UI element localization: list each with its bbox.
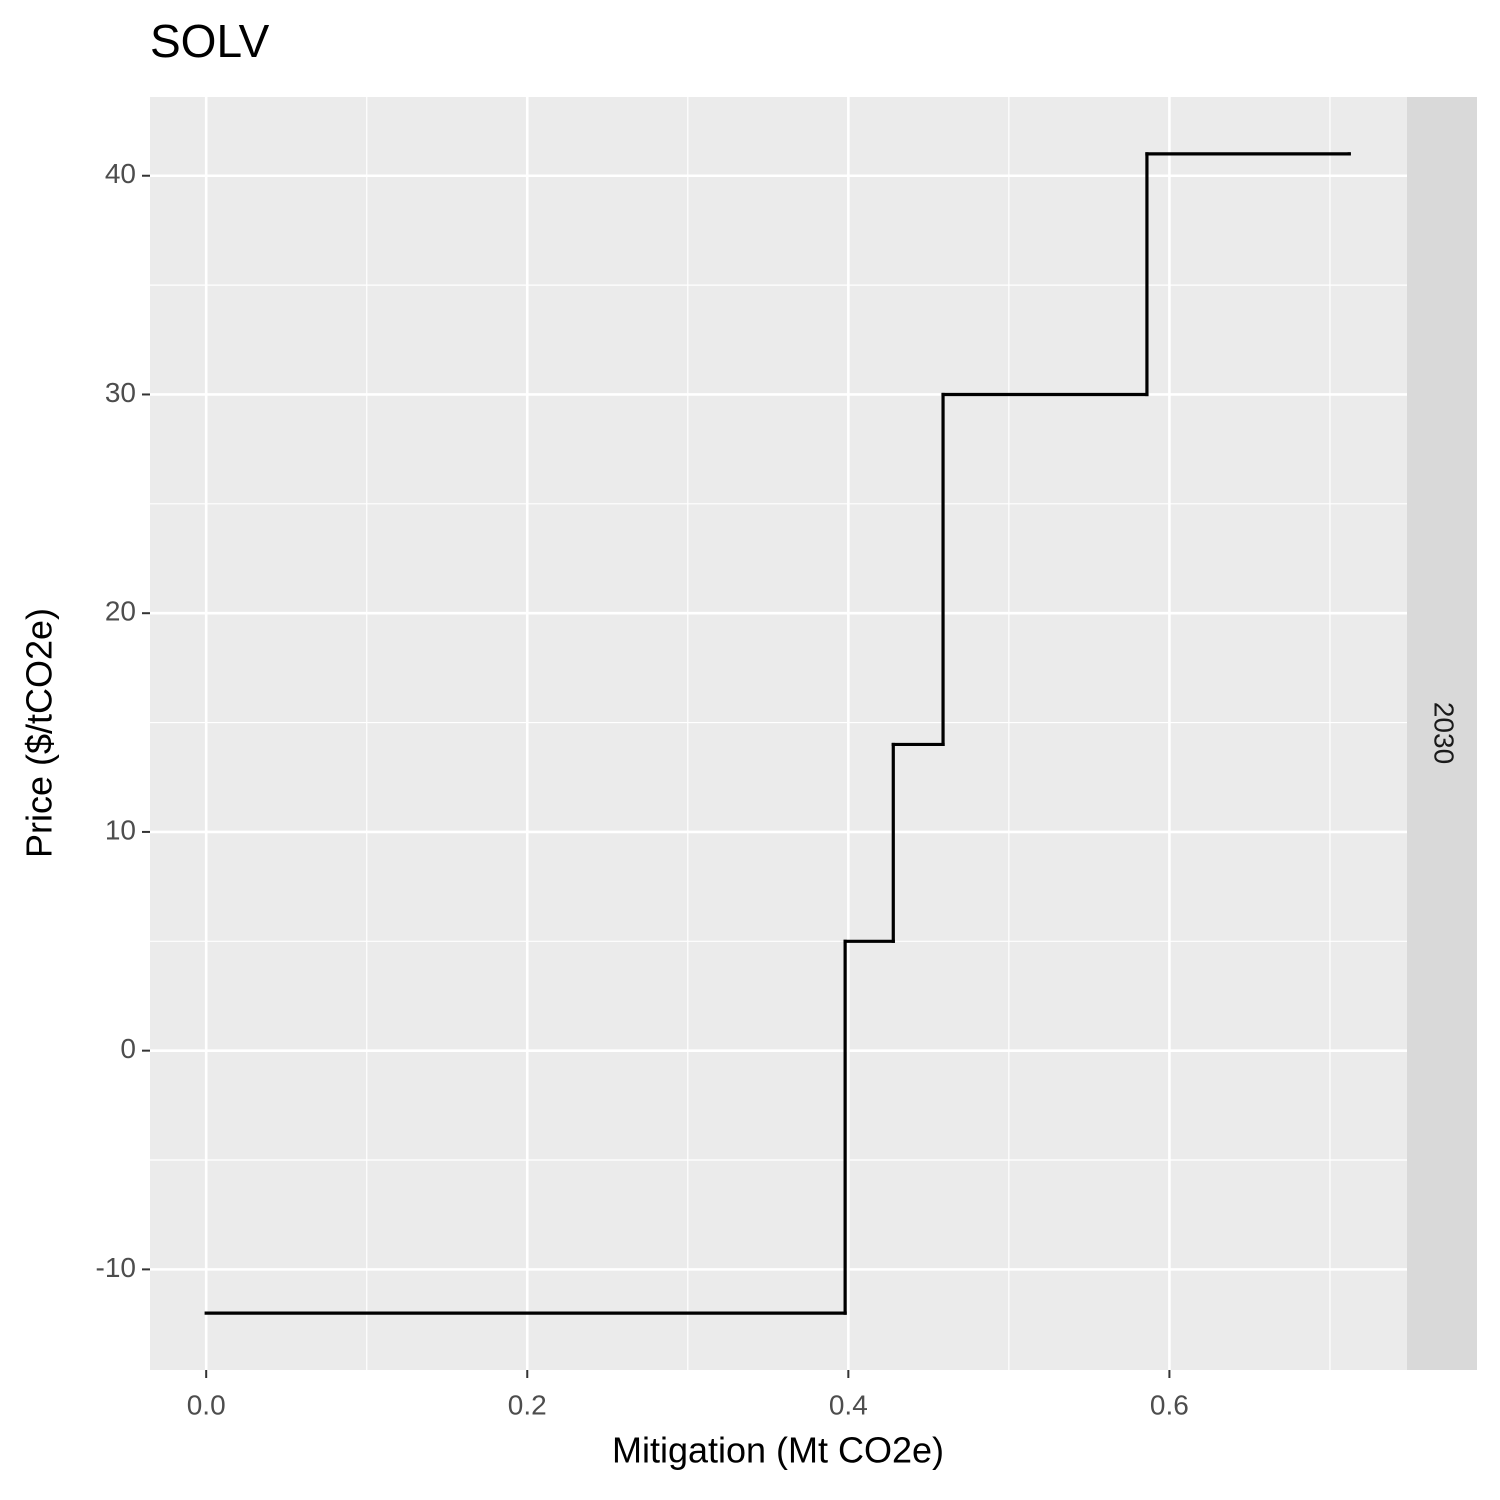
facet-label: 2030	[1429, 702, 1460, 764]
y-tick-label: 30	[105, 377, 136, 408]
y-tick-label: 10	[105, 814, 136, 845]
x-tick-label: 0.0	[187, 1389, 226, 1420]
y-tick-label: 40	[105, 158, 136, 189]
panel	[150, 97, 1407, 1370]
x-axis-label: Mitigation (Mt CO2e)	[612, 1430, 944, 1471]
y-tick-label: 20	[105, 596, 136, 627]
facet-strip	[1407, 97, 1477, 1370]
x-tick-label: 0.2	[508, 1389, 547, 1420]
chart-title: SOLV	[150, 15, 270, 67]
y-axis-label: Price ($/tCO2e)	[19, 608, 60, 858]
x-tick-label: 0.4	[829, 1389, 868, 1420]
x-tick-label: 0.6	[1150, 1389, 1189, 1420]
y-tick-label: -10	[96, 1252, 136, 1283]
y-tick-label: 0	[120, 1033, 136, 1064]
